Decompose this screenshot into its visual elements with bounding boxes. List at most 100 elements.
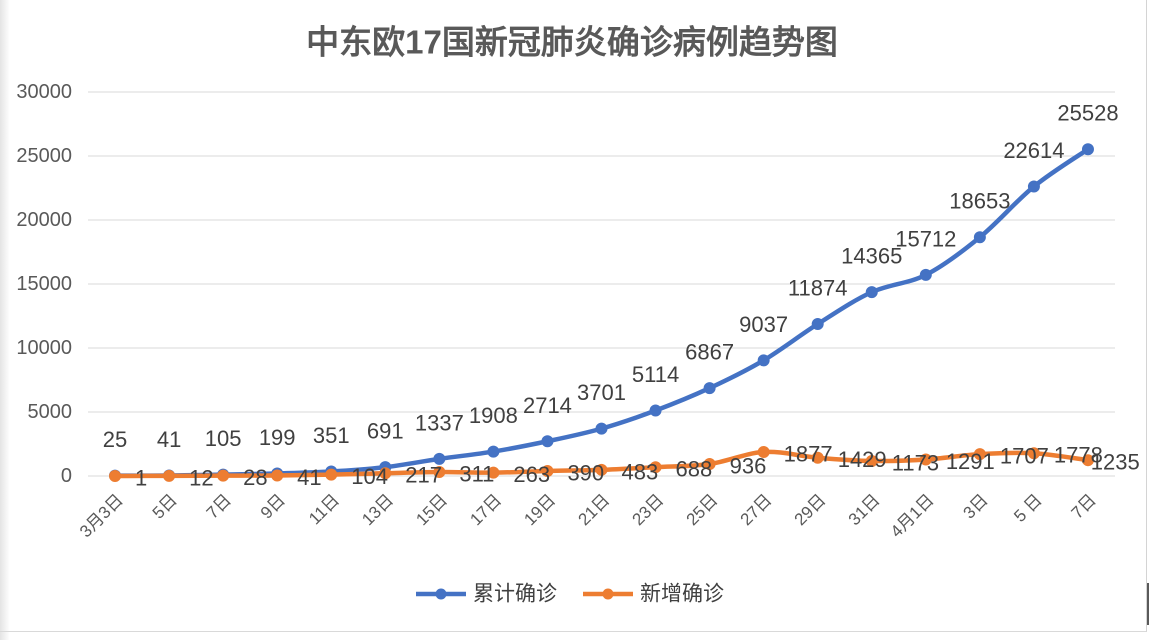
data-point [487, 466, 500, 479]
data-label: 263 [513, 462, 550, 487]
data-label: 1429 [838, 447, 887, 472]
data-label: 390 [567, 461, 604, 486]
x-tick-label: 11日 [305, 490, 343, 528]
data-label: 311 [459, 462, 494, 487]
data-point [973, 231, 986, 244]
data-point [487, 445, 500, 458]
y-tick-label: 30000 [16, 81, 72, 103]
data-point [433, 452, 446, 465]
scroll-indicator [1147, 583, 1149, 625]
data-point [109, 469, 122, 482]
series-new [109, 445, 1094, 482]
legend-label-cumulative: 累计确诊 [473, 583, 557, 606]
data-label: 41 [297, 465, 321, 490]
data-label: 5114 [632, 362, 679, 387]
data-point [811, 318, 824, 331]
x-tick-label: 23日 [629, 490, 668, 529]
window-edge-shadow [0, 0, 10, 640]
data-point [433, 466, 446, 479]
data-point [973, 448, 986, 461]
data-label: 1173 [892, 450, 939, 475]
data-label: 25 [103, 427, 127, 452]
data-label: 14365 [841, 244, 902, 269]
data-label: 15712 [895, 226, 956, 251]
data-labels: 25 41 105 199 351 691 1337 1908 2714370151146867… [103, 101, 1140, 491]
data-label: 22614 [1003, 138, 1064, 163]
data-point [595, 422, 608, 435]
y-tick-label: 20000 [16, 209, 72, 231]
y-axis: 0 5000 10000 15000 20000 25000 30000 [16, 81, 72, 487]
data-label: 483 [622, 459, 659, 484]
data-label: 2714 [523, 393, 572, 418]
data-label: 351 [313, 423, 350, 448]
data-label: 217 [405, 463, 442, 488]
data-point [811, 451, 824, 464]
series-cumulative [109, 143, 1094, 482]
data-point [919, 268, 932, 281]
x-tick-label: 7日 [203, 490, 235, 522]
y-tick-label: 25000 [16, 145, 72, 167]
data-point [541, 465, 554, 478]
data-label: 3701 [577, 380, 626, 405]
legend-item-new: 新增确诊 [583, 583, 724, 606]
data-label: 6867 [685, 340, 734, 365]
data-point [271, 469, 284, 482]
data-label: 1908 [469, 403, 518, 428]
data-label: 12 [189, 465, 213, 490]
x-tick-label: 7日 [1068, 490, 1100, 522]
data-label: 1 [135, 465, 147, 490]
data-label: 691 [367, 419, 404, 444]
data-point [1081, 454, 1094, 467]
x-tick-label: 19日 [520, 490, 559, 529]
chart-title: 中东欧17国新冠肺炎确诊病例趋势图 [306, 24, 838, 61]
x-tick-label: 5日 [149, 490, 181, 522]
data-point [217, 469, 230, 482]
data-label: 199 [259, 425, 296, 450]
data-label: 1291 [946, 449, 995, 474]
data-point [703, 382, 716, 395]
legend-label-new: 新增确诊 [640, 583, 724, 606]
legend-item-cumulative: 累计确诊 [416, 583, 557, 606]
data-label: 25528 [1057, 101, 1118, 126]
data-point [379, 467, 392, 480]
x-tick-label: 9日 [257, 490, 289, 522]
data-point [757, 354, 770, 367]
data-label: 1337 [415, 410, 464, 435]
x-tick-label: 5 日 [1010, 490, 1045, 525]
data-label: 11874 [788, 276, 848, 301]
legend: 累计确诊 新增确诊 [416, 583, 724, 606]
data-label: 18653 [949, 189, 1010, 214]
x-tick-label: 17日 [466, 490, 505, 529]
data-point [325, 468, 338, 481]
y-tick-label: 15000 [16, 273, 72, 295]
y-tick-label: 0 [61, 465, 72, 487]
data-label: 9037 [739, 312, 788, 337]
data-label: 104 [351, 464, 388, 489]
data-point [649, 404, 662, 417]
y-tick-label: 10000 [16, 337, 72, 359]
x-tick-label: 21日 [574, 490, 613, 529]
data-label: 936 [730, 454, 767, 479]
x-tick-label: 13日 [358, 490, 397, 529]
data-point [919, 453, 932, 466]
data-point [865, 454, 878, 467]
data-point [1027, 180, 1040, 193]
x-tick-label: 3日 [960, 490, 992, 522]
x-tick-label: 4月1日 [887, 490, 938, 541]
data-label: 41 [157, 427, 181, 452]
data-label: 105 [205, 426, 242, 451]
x-tick-label: 29日 [791, 490, 830, 529]
data-label: 688 [676, 457, 713, 482]
data-point [541, 435, 554, 448]
data-point [163, 469, 176, 482]
legend-swatch-marker [602, 588, 614, 600]
x-tick-label: 3月3日 [76, 490, 127, 541]
data-point [649, 461, 662, 474]
x-tick-label: 15日 [412, 490, 451, 529]
x-tick-label: 25日 [683, 490, 722, 529]
data-label: 28 [243, 465, 267, 490]
data-point [757, 445, 770, 458]
legend-swatch-marker [435, 588, 447, 600]
data-point [595, 463, 608, 476]
